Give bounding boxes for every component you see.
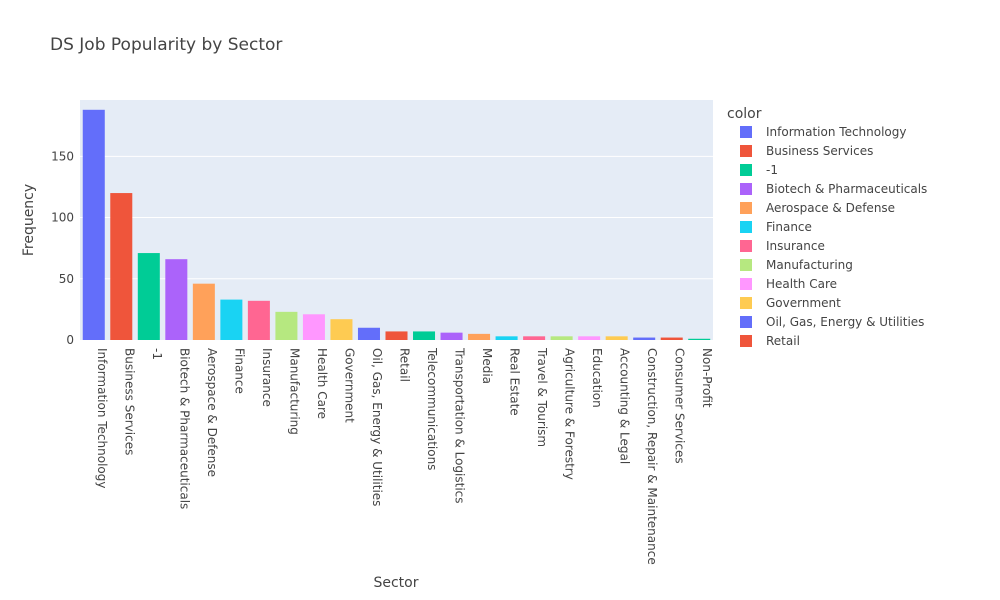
- bar[interactable]: [302, 314, 325, 340]
- x-tick-label: Insurance: [260, 348, 274, 407]
- legend-item-label[interactable]: Information Technology: [766, 125, 907, 139]
- legend-swatch[interactable]: [740, 297, 752, 309]
- x-tick-label: Business Services: [122, 348, 136, 455]
- legend-swatch[interactable]: [740, 126, 752, 138]
- x-tick-label: Biotech & Pharmaceuticals: [177, 348, 191, 509]
- bar[interactable]: [688, 338, 711, 340]
- x-tick-label: Transportation & Logistics: [453, 347, 467, 504]
- y-axis-ticks: 0 50 100 150: [51, 149, 74, 347]
- x-tick-label: -1: [150, 348, 164, 360]
- x-tick-label: Media: [480, 348, 494, 384]
- legend-swatch[interactable]: [740, 183, 752, 195]
- x-tick-label: Finance: [232, 348, 246, 394]
- x-tick-label: Government: [342, 348, 356, 423]
- x-tick-label: Information Technology: [95, 348, 109, 489]
- bar[interactable]: [275, 311, 298, 340]
- legend-item-label[interactable]: Aerospace & Defense: [766, 201, 895, 215]
- bar[interactable]: [578, 336, 601, 340]
- bar[interactable]: [385, 331, 408, 340]
- legend-item-label[interactable]: Manufacturing: [766, 258, 853, 272]
- x-tick-label: Oil, Gas, Energy & Utilities: [370, 348, 384, 506]
- x-tick-label: Telecommunications: [425, 347, 439, 470]
- legend-swatch[interactable]: [740, 278, 752, 290]
- x-tick-label: Agriculture & Forestry: [563, 348, 577, 480]
- legend-item-label[interactable]: Health Care: [766, 277, 837, 291]
- bar[interactable]: [330, 319, 353, 340]
- x-tick-label: Aerospace & Defense: [205, 348, 219, 477]
- legend-item-label[interactable]: Retail: [766, 334, 800, 348]
- legend-swatch[interactable]: [740, 335, 752, 347]
- x-tick-label: Non-Profit: [700, 348, 714, 408]
- legend-item-label[interactable]: -1: [766, 163, 778, 177]
- legend-swatch[interactable]: [740, 164, 752, 176]
- x-tick-label: Manufacturing: [287, 348, 301, 435]
- bar[interactable]: [550, 336, 573, 340]
- x-tick-label: Real Estate: [508, 348, 522, 416]
- bar[interactable]: [192, 283, 215, 340]
- legend-title: color: [727, 106, 762, 122]
- bar[interactable]: [605, 336, 628, 340]
- bars: [82, 109, 711, 340]
- legend-item-label[interactable]: Finance: [766, 220, 812, 234]
- y-tick-label: 0: [66, 333, 74, 347]
- y-tick-label: 100: [51, 211, 74, 225]
- bar[interactable]: [440, 332, 463, 340]
- legend[interactable]: Information Technology Business Services -…: [740, 125, 927, 348]
- bar[interactable]: [523, 336, 546, 340]
- x-axis-title: Sector: [373, 575, 418, 591]
- y-tick-label: 150: [51, 149, 74, 163]
- bar[interactable]: [357, 327, 380, 340]
- legend-item-label[interactable]: Biotech & Pharmaceuticals: [766, 182, 927, 196]
- x-tick-label: Education: [590, 348, 604, 408]
- x-tick-label: Travel & Tourism: [535, 347, 549, 447]
- legend-swatch[interactable]: [740, 202, 752, 214]
- bar[interactable]: [220, 299, 243, 340]
- x-tick-label: Construction, Repair & Maintenance: [645, 348, 659, 565]
- bar[interactable]: [165, 259, 188, 340]
- x-tick-label: Health Care: [315, 348, 329, 419]
- legend-item-label[interactable]: Business Services: [766, 144, 873, 158]
- bar[interactable]: [82, 109, 105, 340]
- x-tick-label: Retail: [398, 348, 412, 382]
- bar[interactable]: [660, 337, 683, 340]
- x-tick-label: Accounting & Legal: [618, 348, 632, 464]
- bar[interactable]: [495, 336, 518, 340]
- bar[interactable]: [137, 253, 160, 340]
- chart-title: DS Job Popularity by Sector: [50, 35, 282, 55]
- x-tick-label: Consumer Services: [673, 348, 687, 464]
- x-axis-ticks: Information Technology Business Services -…: [95, 347, 714, 565]
- y-axis-title: Frequency: [21, 184, 37, 256]
- legend-swatch[interactable]: [740, 259, 752, 271]
- legend-item-label[interactable]: Oil, Gas, Energy & Utilities: [766, 315, 924, 329]
- legend-swatch[interactable]: [740, 145, 752, 157]
- legend-swatch[interactable]: [740, 316, 752, 328]
- legend-swatch[interactable]: [740, 240, 752, 252]
- bar[interactable]: [110, 193, 133, 340]
- bar[interactable]: [247, 300, 270, 340]
- legend-swatch[interactable]: [740, 221, 752, 233]
- legend-item-label[interactable]: Insurance: [766, 239, 825, 253]
- legend-item-label[interactable]: Government: [766, 296, 841, 310]
- bar[interactable]: [468, 333, 491, 340]
- bar[interactable]: [633, 337, 656, 340]
- bar[interactable]: [413, 331, 436, 340]
- y-tick-label: 50: [59, 272, 74, 286]
